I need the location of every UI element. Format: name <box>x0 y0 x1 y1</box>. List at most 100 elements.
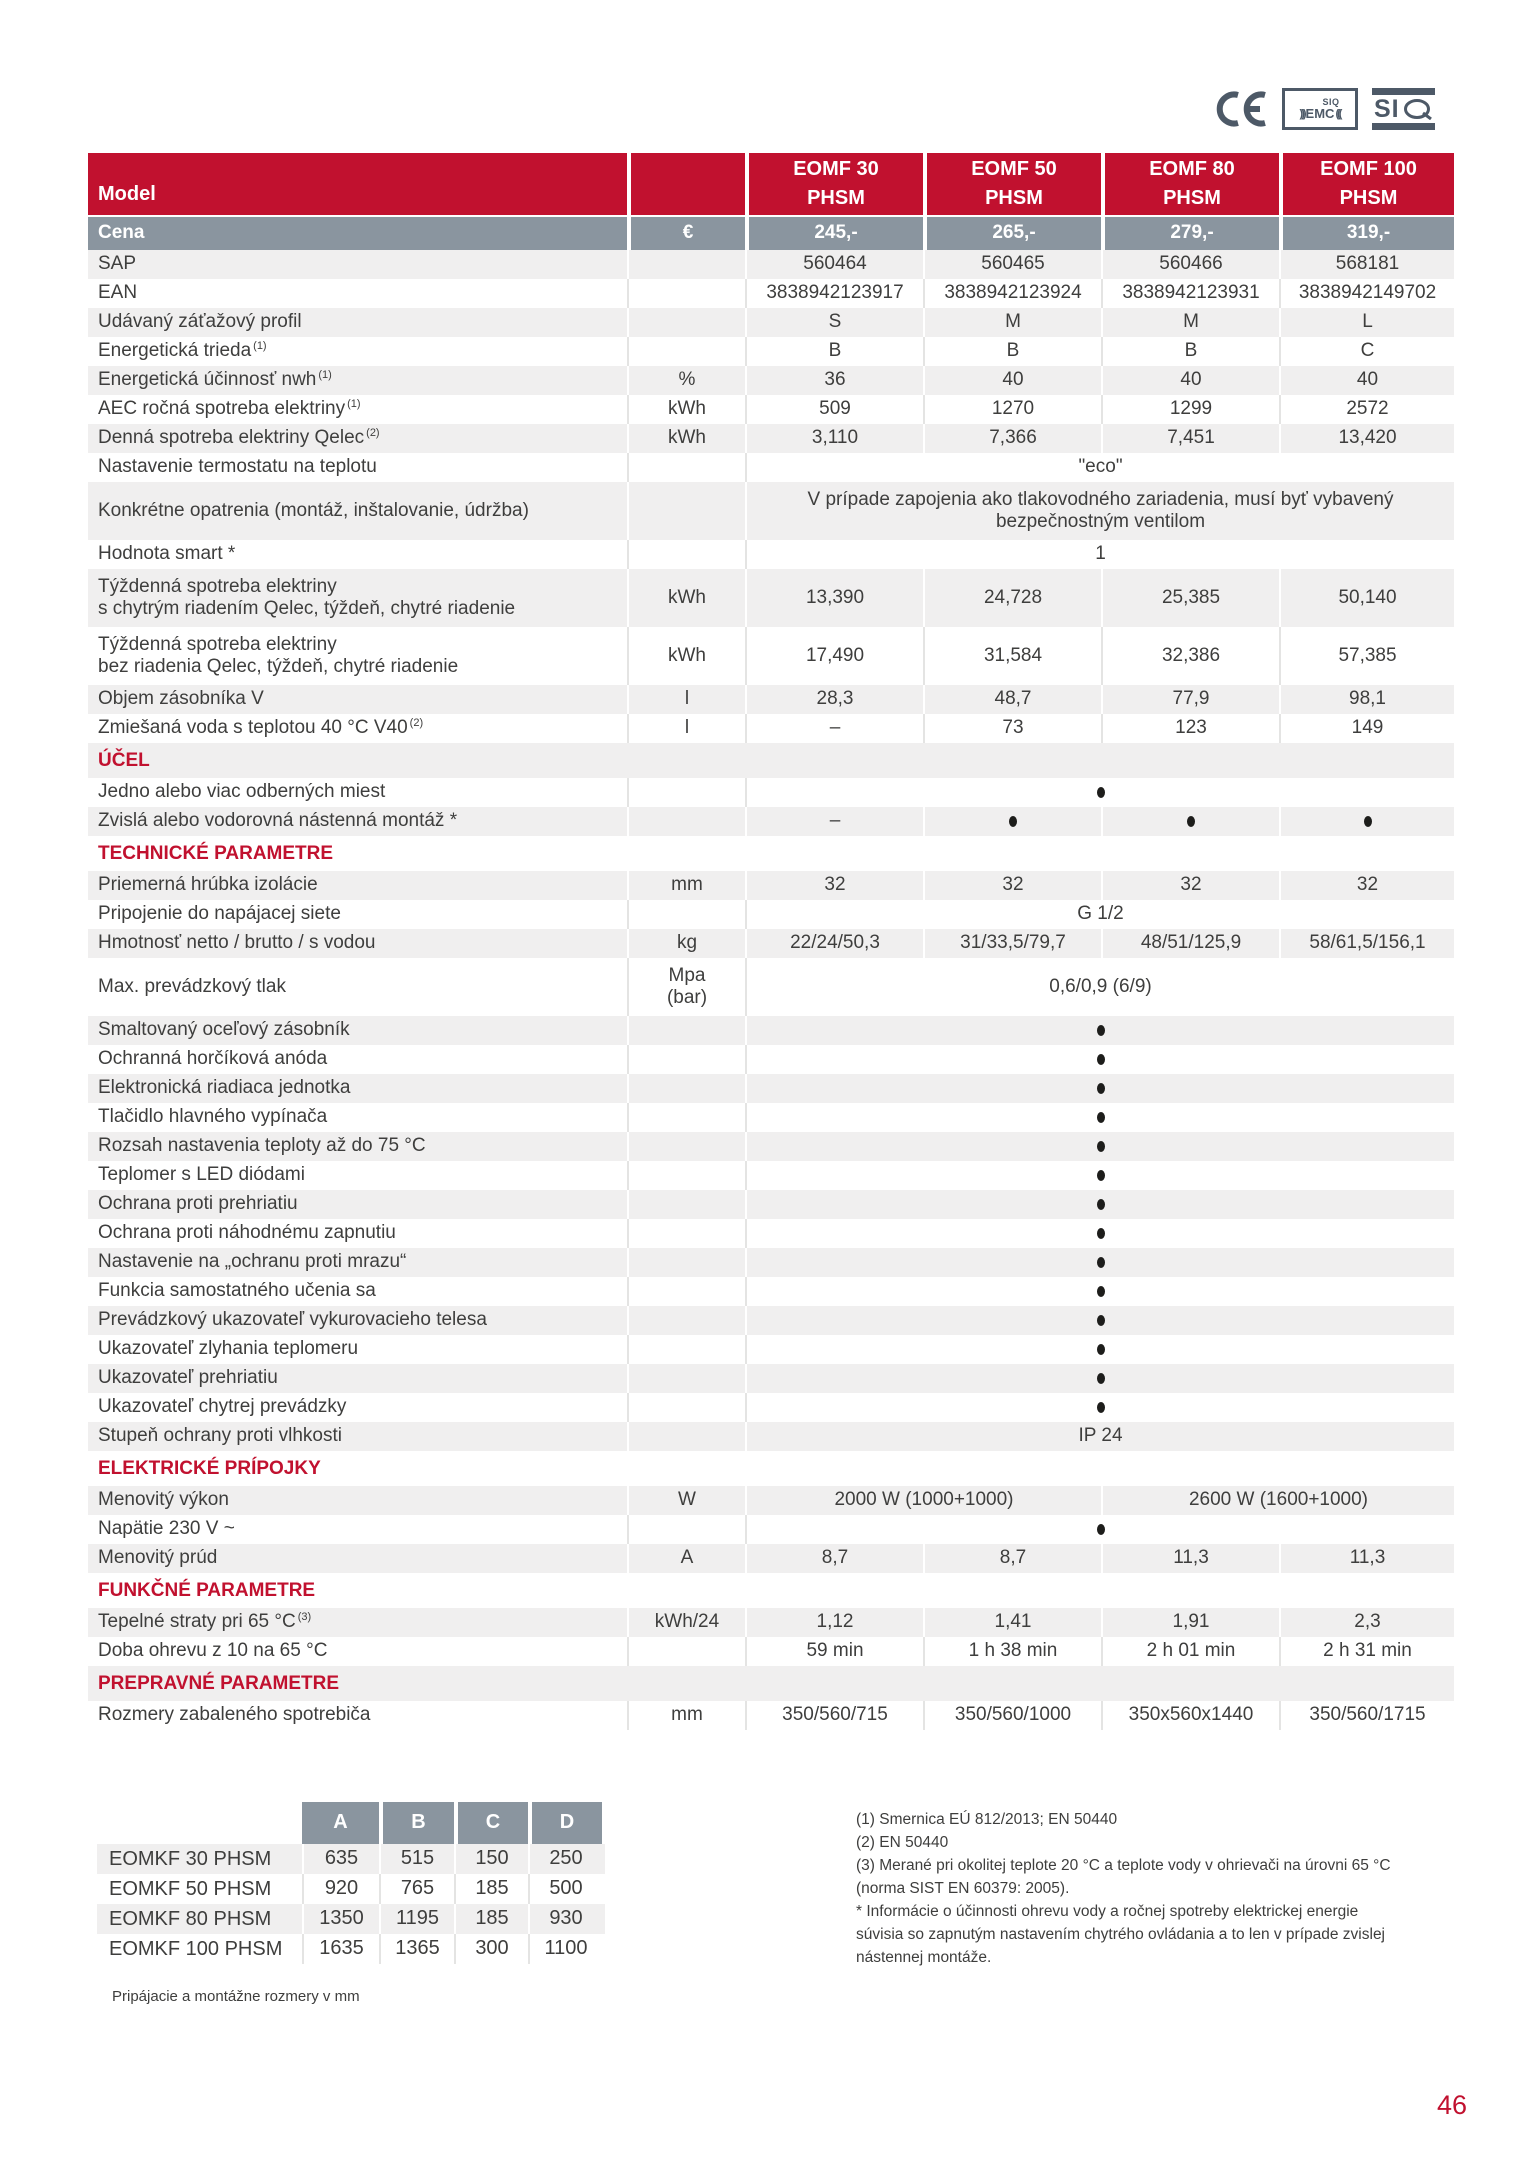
value-cell: 36 <box>745 366 923 395</box>
value-cell: L <box>1279 308 1454 337</box>
dim-column-header: D <box>528 1802 602 1844</box>
row-label: Napätie 230 V ~ <box>88 1515 627 1544</box>
table-row: Tlačidlo hlavného vypínača <box>88 1103 1454 1132</box>
row-label-text: Jedno alebo viac odberných miest <box>98 781 386 803</box>
row-label: Hmotnosť netto / brutto / s vodou <box>88 929 627 958</box>
value-cell: 7,366 <box>923 424 1101 453</box>
model-name: EOMF 80 <box>1149 158 1235 180</box>
model-column-header: EOMF 100 PHSM <box>1279 153 1454 215</box>
bullet-dot <box>1363 816 1372 827</box>
siq-si-text: SI <box>1374 95 1400 123</box>
value-cell: 28,3 <box>745 685 923 714</box>
value-cell: 11,3 <box>1279 1544 1454 1573</box>
bullet-dot <box>1096 1170 1105 1181</box>
unit-cell: Mpa (bar) <box>627 958 745 1016</box>
row-label-text: Zvislá alebo vodorovná nástenná montáž * <box>98 810 458 832</box>
row-label: Doba ohrevu z 10 na 65 °C <box>88 1637 627 1666</box>
value-cell: 568181 <box>1279 250 1454 279</box>
row-label: Ukazovateľ prehriatiu <box>88 1364 627 1393</box>
unit-cell <box>627 308 745 337</box>
value-cell: 77,9 <box>1101 685 1279 714</box>
value-cell: 40 <box>1279 366 1454 395</box>
value-cell: B <box>923 337 1101 366</box>
row-label: Objem zásobníka V <box>88 685 627 714</box>
value-cell: 123 <box>1101 714 1279 743</box>
table-row: Nastavenie termostatu na teplotu "eco" <box>88 453 1454 482</box>
value-cell: 2 h 01 min <box>1101 1637 1279 1666</box>
value-cell: 48,7 <box>923 685 1101 714</box>
emc-right-waves-icon: ((( <box>1335 107 1342 120</box>
row-label: Prevádzkový ukazovateľ vykurovacieho tel… <box>88 1306 627 1335</box>
row-label-text: Energetická trieda (1) <box>98 339 267 362</box>
model-sub: PHSM <box>1339 187 1398 209</box>
table-row: Tepelné straty pri 65 °C (3) kWh/24 1,12 1,4… <box>88 1608 1454 1637</box>
table-row: Týždenná spotreba elektriny s chytrým ria… <box>88 569 1454 627</box>
row-label: Menovitý prúd <box>88 1544 627 1573</box>
unit-cell <box>627 279 745 308</box>
table-row: Ukazovateľ prehriatiu <box>88 1364 1454 1393</box>
value-cell: 73 <box>923 714 1101 743</box>
row-label: Ukazovateľ chytrej prevádzky <box>88 1393 627 1422</box>
unit-cell <box>627 540 745 569</box>
value-cell: 13,390 <box>745 569 923 627</box>
model-column-header: EOMF 50 PHSM <box>923 153 1101 215</box>
unit-cell <box>627 807 745 836</box>
value-cell: B <box>745 337 923 366</box>
dim-row-label: EOMKF 80 PHSM <box>109 1907 272 1930</box>
span-value-cell: IP 24 <box>745 1422 1454 1451</box>
row-label-text: Ochranná horčíková anóda <box>98 1048 328 1070</box>
row-label-text: AEC ročná spotreba elektriny (1) <box>98 397 361 420</box>
unit-cell <box>627 900 745 929</box>
price-value: 265,- <box>923 217 1101 250</box>
row-label-text: Denná spotreba elektriny Qelec (2) <box>98 426 380 449</box>
unit-cell: mm <box>627 1701 745 1730</box>
section-header-row: ÚČEL <box>88 743 1454 778</box>
value-cell: 1299 <box>1101 395 1279 424</box>
row-label-text: Hodnota smart * <box>98 543 236 565</box>
row-label-text: Menovitý výkon <box>98 1489 229 1511</box>
table-row: AEC ročná spotreba elektriny (1) kWh 509 127… <box>88 395 1454 424</box>
row-label: Tepelné straty pri 65 °C (3) <box>88 1608 627 1637</box>
table-row: Zvislá alebo vodorovná nástenná montáž *… <box>88 807 1454 836</box>
section-header-row: PREPRAVNÉ PARAMETRE <box>88 1666 1454 1701</box>
value-cell: 3838942149702 <box>1279 279 1454 308</box>
unit-cell <box>627 250 745 279</box>
dim-row: EOMKF 30 PHSM 635 515 150 250 <box>97 1844 605 1874</box>
certification-logos: SIQ ))) EMC ((( SI <box>1216 86 1435 132</box>
value-cell: 1 h 38 min <box>923 1637 1101 1666</box>
row-label-text: Hmotnosť netto / brutto / s vodou <box>98 932 376 954</box>
price-value: 319,- <box>1279 217 1454 250</box>
row-label-text: Nastavenie na „ochranu proti mrazu“ <box>98 1251 407 1273</box>
bullet-dot <box>1096 1524 1105 1535</box>
table-row: Udávaný záťažový profil S M M L <box>88 308 1454 337</box>
span-value-cell <box>745 1103 1454 1132</box>
unit-cell <box>627 1515 745 1544</box>
model-column-header: EOMF 80 PHSM <box>1101 153 1279 215</box>
row-label: Zmiešaná voda s teplotou 40 °C V40 (2) <box>88 714 627 743</box>
unit-cell: l <box>627 714 745 743</box>
value-cell: 149 <box>1279 714 1454 743</box>
row-label-text: Objem zásobníka V <box>98 688 264 710</box>
row-label-text: Zmiešaná voda s teplotou 40 °C V40 (2) <box>98 716 424 739</box>
table-row: Zmiešaná voda s teplotou 40 °C V40 (2) l –7… <box>88 714 1454 743</box>
span-value-cell <box>745 1016 1454 1045</box>
emc-text: EMC <box>1305 105 1335 121</box>
row-label-text: Prevádzkový ukazovateľ vykurovacieho tel… <box>98 1309 487 1331</box>
row-label: Max. prevádzkový tlak <box>88 958 627 1016</box>
value-cell: S <box>745 308 923 337</box>
row-label: Konkrétne opatrenia (montáž, inštalovani… <box>88 482 627 540</box>
unit-cell <box>627 1637 745 1666</box>
row-label: Ochrana proti náhodnému zapnutiu <box>88 1219 627 1248</box>
value-cell: 509 <box>745 395 923 424</box>
row-label: Ukazovateľ zlyhania teplomeru <box>88 1335 627 1364</box>
dim-value-cell: 150 <box>454 1844 528 1874</box>
unit-cell <box>627 1393 745 1422</box>
section-title: TECHNICKÉ PARAMETRE <box>98 842 334 864</box>
unit-cell <box>627 1306 745 1335</box>
unit-cell <box>627 482 745 540</box>
value-cell <box>1101 807 1279 836</box>
unit-cell: % <box>627 366 745 395</box>
table-row: Smaltovaný oceľový zásobník <box>88 1016 1454 1045</box>
unit-cell: kWh <box>627 424 745 453</box>
